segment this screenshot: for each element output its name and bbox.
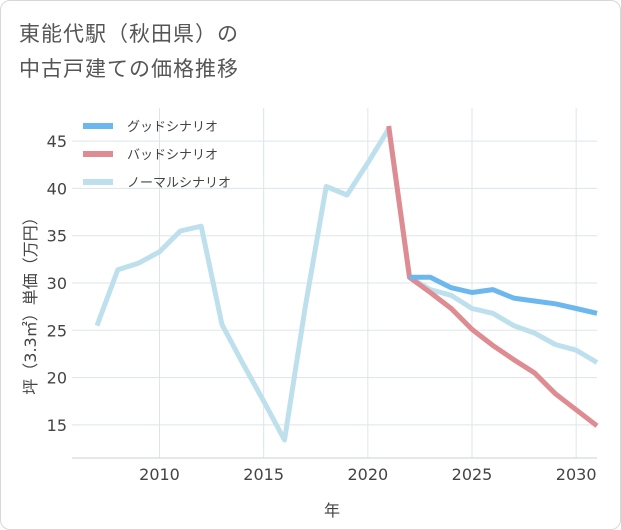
x-tick-label: 2020 [347,465,388,484]
series-line [386,125,599,428]
series-line [409,274,598,316]
series-line [94,126,599,443]
y-tick-label: 15 [47,416,67,435]
x-axis-label: 年 [323,501,341,520]
y-tick-label: 20 [47,369,67,388]
x-tick-label: 2015 [243,465,284,484]
y-tick-label: 25 [47,321,67,340]
y-tick-label: 45 [47,132,67,151]
x-tick-label: 2025 [452,465,493,484]
chart-title-line2: 中古戸建ての価格推移 [19,57,239,81]
x-tick-label: 2010 [139,465,180,484]
chart-title: 東能代駅（秋田県）の 中古戸建ての価格推移 [19,17,239,87]
legend-label: ノーマルシナリオ [127,176,231,191]
y-tick-label: 35 [47,227,67,246]
y-tick-label: 30 [47,274,67,293]
x-tick-label: 2030 [556,465,597,484]
y-axis-label: 坪（3.3㎡）単価（万円） [21,209,40,395]
y-tick-label: 40 [47,179,67,198]
chart-title-line1: 東能代駅（秋田県）の [19,22,239,46]
legend-label: グッドシナリオ [127,120,218,135]
legend-label: バッドシナリオ [127,148,218,163]
